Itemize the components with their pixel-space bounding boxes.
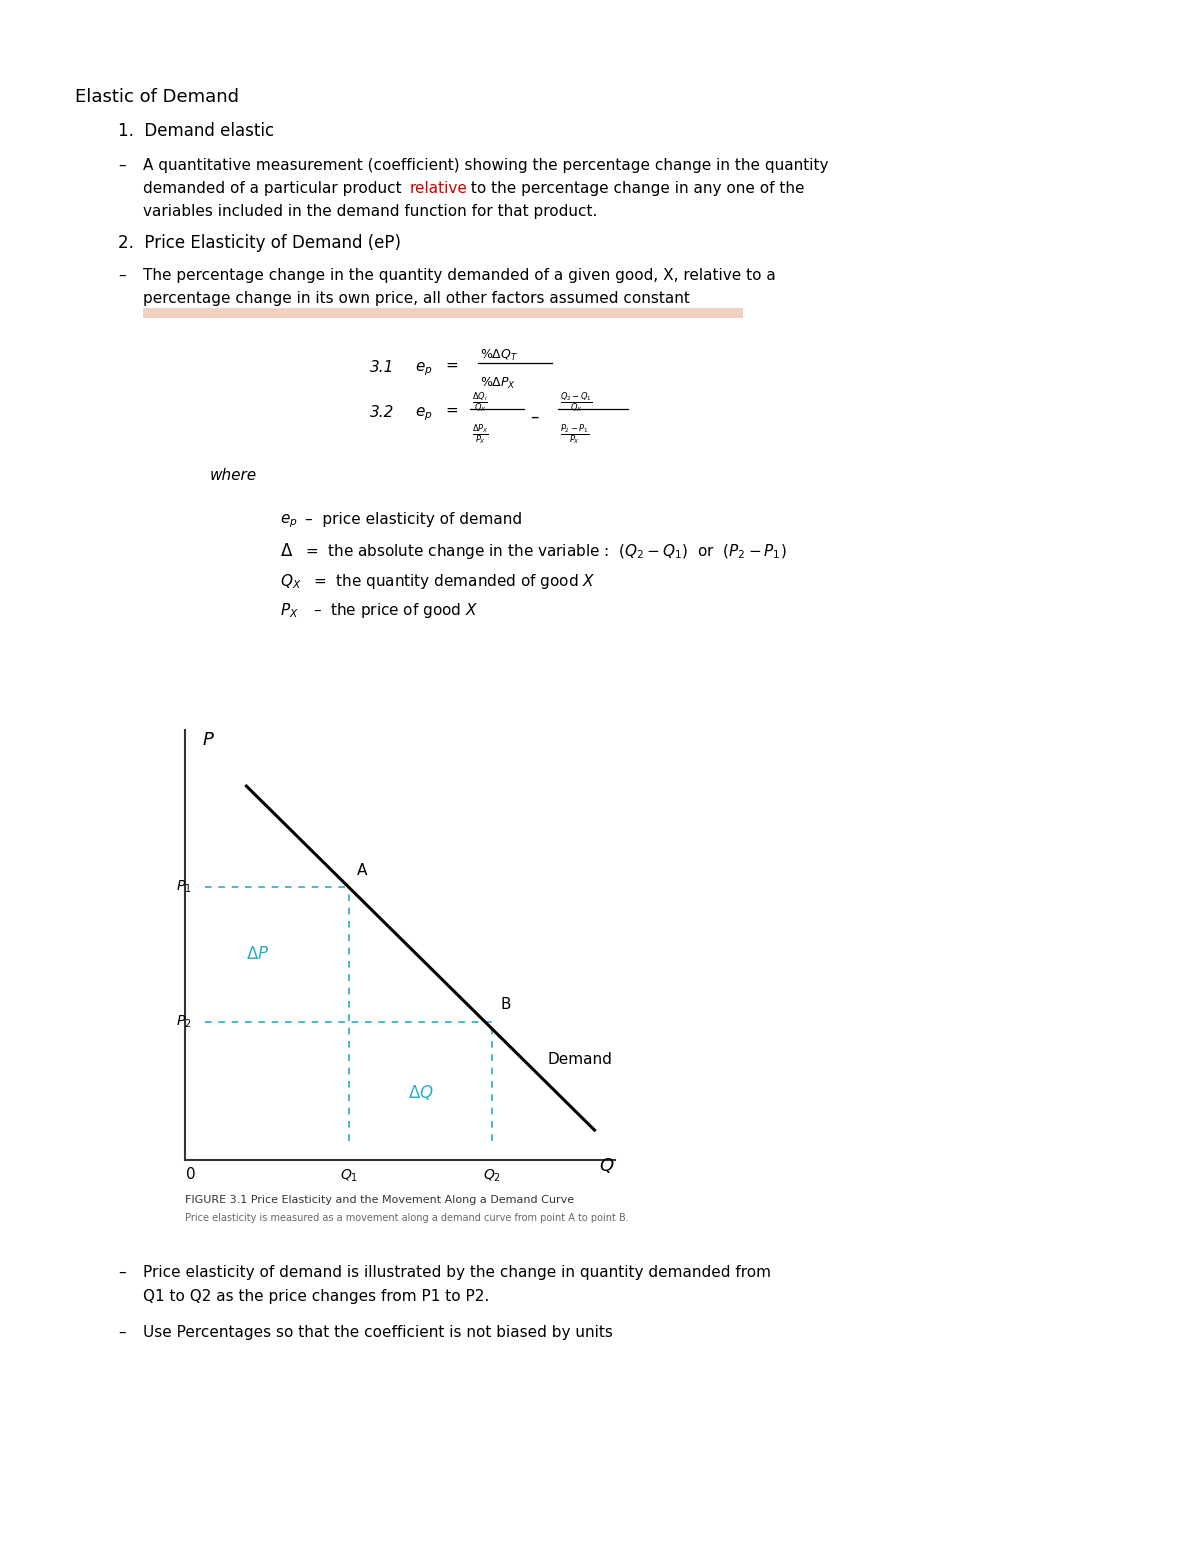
Text: $\%\Delta Q_T$: $\%\Delta Q_T$ — [480, 348, 518, 363]
Text: P: P — [202, 731, 212, 749]
Text: Q: Q — [600, 1157, 614, 1176]
Text: $Q_X$: $Q_X$ — [280, 572, 301, 590]
Text: $e_p$: $e_p$ — [415, 405, 433, 422]
Text: –  price elasticity of demand: – price elasticity of demand — [305, 512, 522, 526]
Text: The percentage change in the quantity demanded of a given good, X, relative to a: The percentage change in the quantity de… — [143, 269, 775, 283]
Text: 3.2: 3.2 — [370, 405, 395, 419]
Text: =  the absolute change in the variable :  $(Q_2 - Q_1)$  or  $(P_2 - P_1)$: = the absolute change in the variable : … — [305, 542, 787, 561]
Text: $\frac{\Delta Q_i}{Q_X}$: $\frac{\Delta Q_i}{Q_X}$ — [472, 390, 488, 415]
Text: to the percentage change in any one of the: to the percentage change in any one of t… — [466, 182, 804, 196]
Text: $e_p$: $e_p$ — [415, 360, 433, 377]
Text: 0: 0 — [186, 1168, 196, 1182]
Text: –: – — [118, 158, 126, 172]
Text: –: – — [118, 269, 126, 283]
Text: B: B — [500, 997, 511, 1013]
Text: Price elasticity is measured as a movement along a demand curve from point A to : Price elasticity is measured as a moveme… — [185, 1213, 629, 1224]
Text: $\%\Delta P_X$: $\%\Delta P_X$ — [480, 376, 516, 391]
Text: relative: relative — [410, 182, 468, 196]
Text: 2.  Price Elasticity of Demand (eP): 2. Price Elasticity of Demand (eP) — [118, 235, 401, 252]
Text: $\Delta P$: $\Delta P$ — [246, 946, 270, 963]
Text: Elastic of Demand: Elastic of Demand — [74, 89, 239, 106]
Text: –: – — [118, 1325, 126, 1340]
Text: $\frac{P_2 - P_1}{P_X}$: $\frac{P_2 - P_1}{P_X}$ — [560, 422, 590, 447]
Text: $Q_2$: $Q_2$ — [484, 1168, 502, 1183]
Text: percentage change in its own price, all other factors assumed constant: percentage change in its own price, all … — [143, 290, 690, 306]
Text: –  the price of good $X$: – the price of good $X$ — [313, 601, 478, 620]
Text: FIGURE 3.1 Price Elasticity and the Movement Along a Demand Curve: FIGURE 3.1 Price Elasticity and the Move… — [185, 1194, 574, 1205]
Text: where: where — [210, 467, 257, 483]
Text: =  the quantity demanded of good $X$: = the quantity demanded of good $X$ — [313, 572, 595, 592]
Text: Q1 to Q2 as the price changes from P1 to P2.: Q1 to Q2 as the price changes from P1 to… — [143, 1289, 490, 1305]
Text: 1.  Demand elastic: 1. Demand elastic — [118, 123, 274, 140]
Text: Use Percentages so that the coefficient is not biased by units: Use Percentages so that the coefficient … — [143, 1325, 613, 1340]
Text: $Q_1$: $Q_1$ — [340, 1168, 358, 1183]
Text: 3.1: 3.1 — [370, 360, 395, 374]
Text: $\frac{Q_2 - Q_1}{Q_X}$: $\frac{Q_2 - Q_1}{Q_X}$ — [560, 390, 593, 415]
Text: $\Delta Q$: $\Delta Q$ — [408, 1082, 433, 1103]
Text: =: = — [445, 402, 457, 418]
Text: $P_1$: $P_1$ — [175, 879, 191, 895]
Text: $\frac{\Delta P_X}{P_X}$: $\frac{\Delta P_X}{P_X}$ — [472, 422, 488, 447]
Text: demanded of a particular product: demanded of a particular product — [143, 182, 407, 196]
Text: variables included in the demand function for that product.: variables included in the demand functio… — [143, 203, 598, 219]
Text: Demand: Demand — [547, 1051, 612, 1067]
Text: A: A — [358, 863, 367, 877]
Text: $P_X$: $P_X$ — [280, 601, 299, 620]
Text: –: – — [118, 1266, 126, 1280]
Text: $P_2$: $P_2$ — [175, 1014, 191, 1030]
Bar — [143, 307, 743, 318]
Text: $\Delta$: $\Delta$ — [280, 542, 293, 561]
Text: Price elasticity of demand is illustrated by the change in quantity demanded fro: Price elasticity of demand is illustrate… — [143, 1266, 772, 1280]
Text: $e_p$: $e_p$ — [280, 512, 298, 530]
Text: A quantitative measurement (coefficient) showing the percentage change in the qu: A quantitative measurement (coefficient)… — [143, 158, 828, 172]
Text: =: = — [445, 359, 457, 373]
Text: –: – — [530, 408, 539, 426]
